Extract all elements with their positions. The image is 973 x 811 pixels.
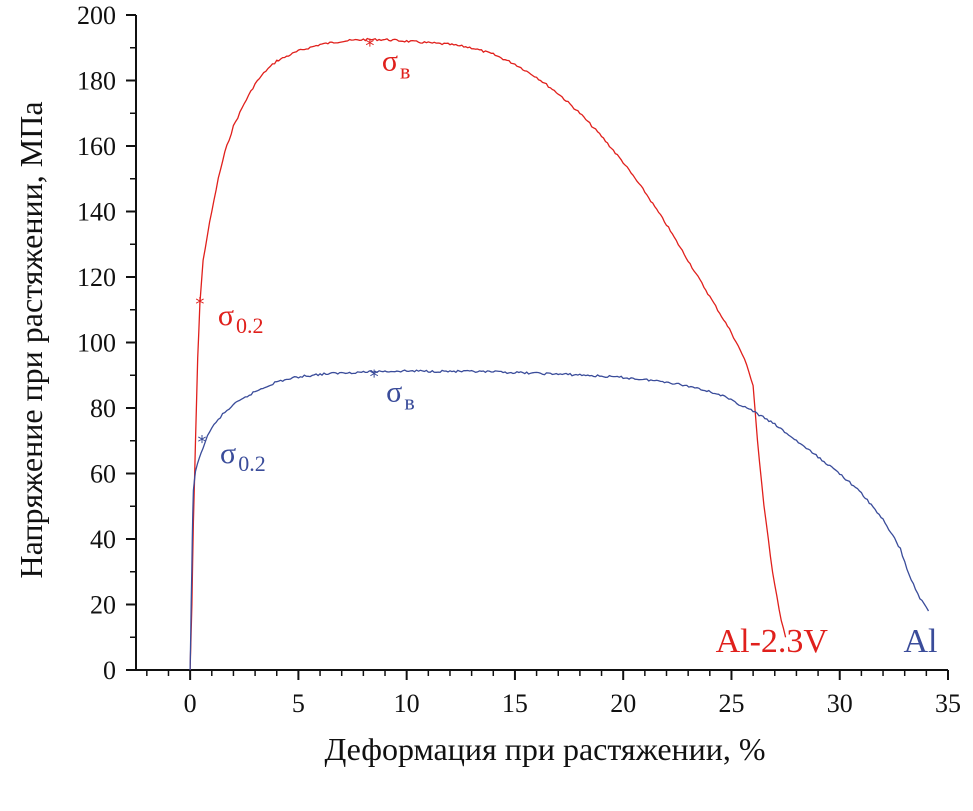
sigma-b-label: σв [386, 375, 415, 414]
x-tick-label: 30 [827, 689, 853, 718]
y-tick-label: 40 [90, 525, 116, 554]
y-tick-label: 200 [77, 1, 116, 30]
y-tick-label: 160 [77, 132, 116, 161]
axes: 0 20 40 60 80 100 120 140 160 180 200 0 5 10 15 20 25 30 3… [77, 1, 961, 718]
x-tick-label: 5 [292, 689, 305, 718]
x-tick-label: 10 [394, 689, 420, 718]
y-tick-label: 140 [77, 198, 116, 227]
sigma-b-label: σв [382, 44, 411, 83]
marker-star: * [198, 432, 207, 453]
marker-star: * [195, 294, 204, 315]
x-tick-label: 20 [610, 689, 636, 718]
annotations: * σ0.2 * σв Al-2.3V * σ0.2 * σв Al [195, 35, 937, 660]
y-axis-title: Напряжение при растяжении, МПа [13, 101, 49, 578]
y-tick-label: 20 [90, 591, 116, 620]
series-line-al [189, 369, 930, 671]
series-line-al-2-3v [189, 37, 787, 671]
sigma-02-label: σ0.2 [220, 437, 266, 476]
x-tick-label: 0 [184, 689, 197, 718]
marker-star: * [365, 35, 374, 56]
curve-label-al-2-3v: Al-2.3V [716, 623, 829, 660]
x-tick-label: 25 [718, 689, 744, 718]
series-layer [189, 37, 930, 671]
y-tick-label: 80 [90, 394, 116, 423]
y-tick-label: 120 [77, 263, 116, 292]
y-tick-label: 0 [103, 656, 116, 685]
marker-star: * [370, 366, 379, 387]
y-tick-label: 100 [77, 329, 116, 358]
curve-label-al: Al [904, 623, 938, 660]
y-tick-label: 180 [77, 67, 116, 96]
x-tick-label: 15 [502, 689, 528, 718]
sigma-02-label: σ0.2 [218, 299, 264, 338]
x-axis-title: Деформация при растяжении, % [324, 731, 765, 767]
x-tick-label: 35 [935, 689, 961, 718]
y-tick-label: 60 [90, 460, 116, 489]
